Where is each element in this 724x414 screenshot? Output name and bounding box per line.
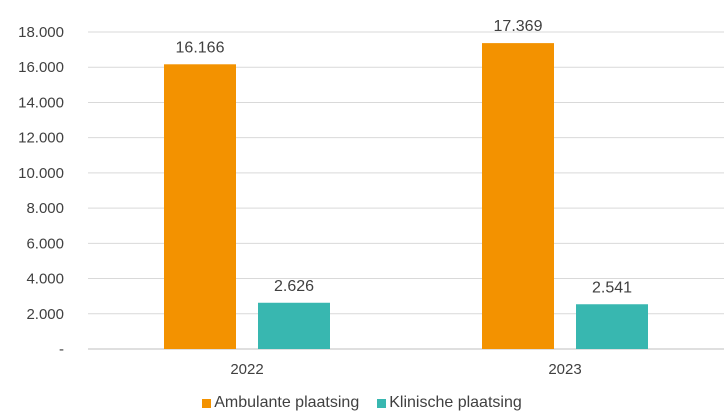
y-tick-label-7: 14.000 (18, 94, 64, 111)
legend-swatch-klinische (377, 398, 387, 408)
chart-legend: Ambulante plaatsing Klinische plaatsing (0, 393, 724, 413)
data-label-2022-series-0: 16.166 (176, 39, 225, 56)
data-label-2022-series-1: 2.626 (274, 278, 314, 295)
legend-label-klinische: Klinische plaatsing (389, 394, 522, 411)
data-label-2023-series-1: 2.541 (592, 279, 632, 296)
x-tick-label-2023: 2023 (548, 361, 581, 378)
legend-swatch-ambulante (202, 398, 212, 408)
y-tick-label-2: 4.000 (26, 271, 64, 288)
bar-2022-series-0 (164, 64, 236, 350)
bar-2023-series-1 (576, 304, 648, 349)
y-tick-label-5: 10.000 (18, 165, 64, 182)
y-tick-label-9: 18.000 (18, 24, 64, 41)
legend-label-ambulante: Ambulante plaatsing (214, 394, 360, 411)
data-label-2023-series-0: 17.369 (494, 18, 543, 35)
y-tick-label-3: 6.000 (26, 235, 64, 252)
y-tick-label-4: 8.000 (26, 200, 64, 217)
legend-item-ambulante: Ambulante plaatsing (202, 393, 359, 413)
y-tick-label-6: 12.000 (18, 130, 64, 147)
x-tick-label-2022: 2022 (230, 361, 263, 378)
legend-item-klinische: Klinische plaatsing (377, 393, 522, 413)
bar-2022-series-1 (258, 302, 330, 349)
bar-2023-series-0 (482, 43, 554, 349)
y-tick-label-0: - (59, 341, 64, 358)
y-tick-label-8: 16.000 (18, 59, 64, 76)
y-tick-label-1: 2.000 (26, 306, 64, 323)
